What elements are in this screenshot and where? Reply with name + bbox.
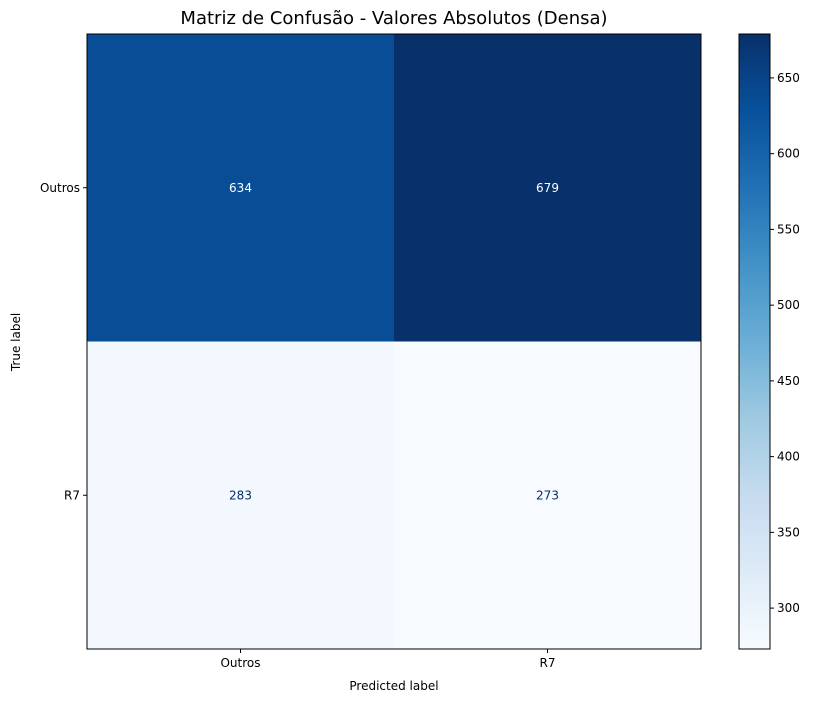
- y-axis-label: True label: [9, 313, 23, 372]
- x-axis-ticks: Outros R7: [220, 649, 555, 670]
- colorbar-tick-label: 650: [777, 71, 800, 85]
- cell-value-label: 634: [229, 181, 252, 195]
- x-axis-label: Predicted label: [349, 679, 438, 693]
- colorbar-tick-label: 500: [777, 298, 800, 312]
- colorbar-tick-label: 300: [777, 601, 800, 615]
- heatmap-cell: [87, 341, 395, 650]
- y-tick-label: Outros: [40, 181, 80, 195]
- y-tick-label: R7: [64, 488, 80, 502]
- heatmap-cell: [394, 34, 702, 342]
- colorbar-tick-label: 550: [777, 222, 800, 236]
- colorbar-tick-label: 600: [777, 147, 800, 161]
- cell-value-label: 679: [536, 181, 559, 195]
- cell-value-label: 283: [229, 488, 252, 502]
- colorbar-tick-label: 450: [777, 374, 800, 388]
- colorbar-tick-label: 400: [777, 450, 800, 464]
- x-tick-label: R7: [540, 656, 556, 670]
- colorbar-ticks: 300 350 400 450 500 550 600 650: [770, 71, 800, 615]
- plot-frame: [86, 33, 702, 650]
- chart-title: Matriz de Confusão - Valores Absolutos (…: [180, 8, 607, 29]
- x-tick-label: Outros: [220, 656, 260, 670]
- colorbar-tick-label: 350: [777, 525, 800, 539]
- heatmap-cell-labels: 634 679 283 273: [229, 181, 559, 503]
- heatmap-cell: [87, 34, 395, 342]
- y-axis-ticks: Outros R7: [40, 181, 87, 502]
- heatmap-cell: [394, 341, 702, 650]
- colorbar: [738, 33, 771, 650]
- heatmap-cells: [87, 34, 702, 650]
- cell-value-label: 273: [536, 488, 559, 502]
